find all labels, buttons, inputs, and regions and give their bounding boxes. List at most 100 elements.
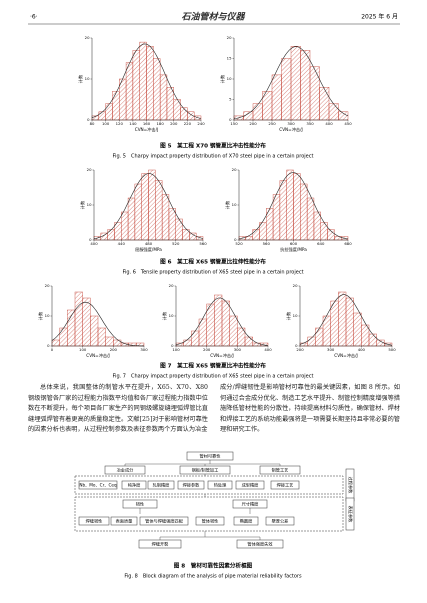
bar [180, 107, 188, 121]
fit-curve [299, 294, 393, 346]
y-tick-label: 10 [85, 76, 90, 81]
side-box [345, 497, 355, 531]
diagram-label: 轧制精度 [153, 481, 171, 488]
bar [67, 309, 76, 347]
bar [313, 211, 321, 241]
bar [146, 46, 154, 121]
y-tick-label: 0 [171, 343, 174, 348]
bar [90, 315, 99, 347]
bar [112, 91, 120, 121]
bar [206, 303, 215, 347]
diagram-box [259, 465, 301, 475]
diagram-box [179, 465, 231, 475]
bar [141, 173, 149, 241]
bar [125, 62, 134, 121]
x-tick-label: 600 [290, 241, 298, 246]
x-tick-label: 560 [263, 241, 271, 246]
x-axis-label: CVN=冲击/J [86, 352, 109, 359]
bar [309, 66, 320, 121]
x-tick-label: 400 [264, 347, 272, 352]
bar [132, 50, 140, 121]
diagram-box [104, 465, 146, 475]
diagram-label: 焊缝开裂 [152, 540, 169, 547]
diagram-box [270, 480, 300, 490]
x-tick-label: 440 [118, 241, 126, 246]
bar [214, 294, 223, 347]
diagram-label: 焊接工艺 [277, 481, 294, 488]
bar [183, 339, 192, 347]
bar [338, 291, 347, 347]
y-tick-label: 10 [227, 76, 232, 81]
bar [315, 327, 324, 347]
bar [121, 211, 129, 241]
x-tick-label: 400 [90, 241, 98, 246]
caption-en: Fig. 7 Charpy impact property distributi… [113, 374, 314, 380]
diagram-label: 管体与焊缝强度匹配 [145, 517, 184, 524]
y-tick-label: 15 [227, 56, 232, 61]
x-tick-label: 200 [203, 347, 211, 352]
x-tick-label: 300 [287, 121, 295, 126]
caption-cn: 图 5 某工程 X70 钢管夏比冲击性能分布 [160, 142, 266, 150]
fit-curve [233, 46, 349, 120]
x-tick-label: 520 [235, 241, 243, 246]
bar [161, 194, 170, 241]
x-tick-label: 480 [145, 241, 153, 246]
x-tick-label: 160 [143, 121, 151, 126]
x-tick-label: 100 [172, 347, 180, 352]
x-axis-label: 抗拉强度/MPa [280, 246, 307, 253]
side-label: 表征参数 [347, 506, 354, 524]
bar [300, 50, 311, 121]
y-tick-label: 10 [293, 313, 298, 318]
bar [328, 103, 339, 121]
x-tick-label: 220 [184, 121, 192, 126]
y-tick-label: 0 [295, 343, 298, 348]
x-tick-label: 140 [129, 121, 137, 126]
bar [166, 86, 174, 121]
bar [74, 291, 83, 347]
bar [244, 336, 253, 347]
y-tick-label: 0 [229, 117, 232, 122]
x-tick-label: 520 [172, 241, 180, 246]
bar [330, 300, 339, 347]
fit-curve [93, 173, 204, 239]
y-tick-label: 20 [232, 167, 237, 172]
x-axis-label: CVN=冲击/J [334, 352, 357, 359]
bar [243, 111, 254, 121]
caption-cn: 图 7 某工程 X65 钢管夏比冲击性能分布 [160, 362, 266, 370]
y-tick-label: 0 [234, 237, 237, 242]
bar [281, 58, 292, 121]
diagram-label: 表面质量 [116, 517, 133, 524]
diagram-label: 焊缝韧性 [86, 517, 103, 524]
x-axis-label: 屈服强度/MPa [135, 246, 162, 253]
diagram-label: 纯净度 [128, 481, 141, 488]
y-axis-label: 计数 [285, 311, 292, 320]
y-tick-label: 0 [47, 343, 50, 348]
side-label: 过程参数 [347, 477, 354, 495]
x-tick-label: 500 [388, 347, 396, 352]
y-tick-label: 5 [229, 97, 232, 102]
x-tick-label: 640 [317, 241, 325, 246]
bar [59, 327, 68, 347]
y-axis-label: 计数 [79, 200, 86, 209]
bar [229, 315, 238, 347]
bar [345, 297, 354, 347]
x-tick-label: 100 [102, 121, 110, 126]
bar [105, 103, 113, 121]
diagram-box [121, 480, 147, 490]
diagram-label: 制管工艺 [272, 466, 289, 473]
bar [252, 103, 263, 121]
bar [139, 41, 147, 121]
bar [320, 222, 328, 241]
x-tick-label: 300 [327, 347, 335, 352]
fit-curve [175, 297, 269, 346]
diagram-box [110, 516, 138, 526]
bar [127, 197, 136, 241]
diagram-box [177, 480, 205, 490]
body-left: 总体来说，我国整体的制管水平在提升，X65、X70、X80 钢级钢管各厂家的过程… [28, 384, 208, 434]
diagram-label: 椭圆度 [240, 517, 253, 524]
diagram-box [235, 480, 265, 490]
bar [107, 229, 115, 241]
bar [153, 58, 161, 121]
diagram-box [78, 480, 118, 490]
